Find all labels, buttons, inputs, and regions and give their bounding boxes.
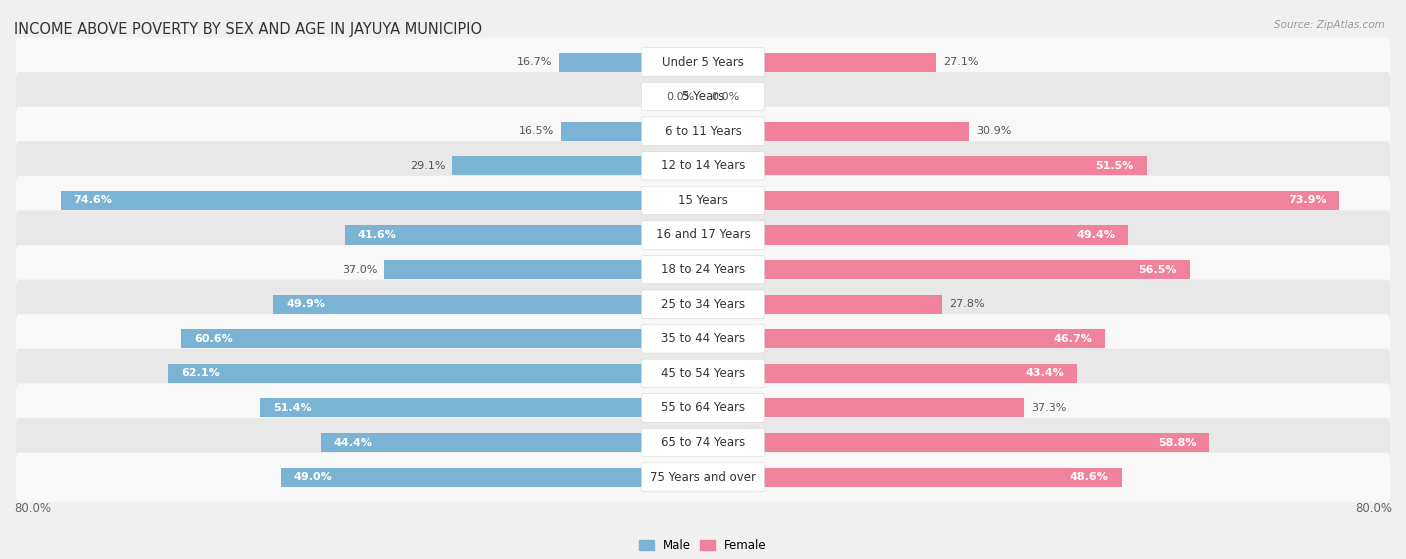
Bar bbox=[181, 329, 703, 348]
Text: 55 to 64 Years: 55 to 64 Years bbox=[661, 401, 745, 414]
Bar bbox=[703, 364, 1077, 383]
FancyBboxPatch shape bbox=[15, 453, 1391, 502]
Bar bbox=[703, 157, 1146, 176]
FancyBboxPatch shape bbox=[15, 107, 1391, 156]
Text: 41.6%: 41.6% bbox=[357, 230, 396, 240]
FancyBboxPatch shape bbox=[641, 48, 765, 76]
FancyBboxPatch shape bbox=[641, 151, 765, 180]
Bar bbox=[703, 122, 969, 141]
Text: 43.4%: 43.4% bbox=[1025, 368, 1064, 378]
Text: 5 Years: 5 Years bbox=[682, 90, 724, 103]
Text: 74.6%: 74.6% bbox=[73, 196, 112, 205]
Bar bbox=[703, 295, 942, 314]
Text: 48.6%: 48.6% bbox=[1070, 472, 1108, 482]
FancyBboxPatch shape bbox=[15, 37, 1391, 87]
Text: 45 to 54 Years: 45 to 54 Years bbox=[661, 367, 745, 380]
FancyBboxPatch shape bbox=[641, 325, 765, 353]
Text: 51.5%: 51.5% bbox=[1095, 161, 1133, 171]
FancyBboxPatch shape bbox=[641, 117, 765, 145]
FancyBboxPatch shape bbox=[641, 463, 765, 491]
Bar bbox=[703, 260, 1189, 279]
Text: 16.5%: 16.5% bbox=[519, 126, 554, 136]
FancyBboxPatch shape bbox=[641, 290, 765, 319]
Text: 60.6%: 60.6% bbox=[194, 334, 233, 344]
Bar bbox=[321, 433, 703, 452]
Text: 27.8%: 27.8% bbox=[949, 299, 986, 309]
FancyBboxPatch shape bbox=[641, 221, 765, 249]
FancyBboxPatch shape bbox=[15, 418, 1391, 467]
Text: INCOME ABOVE POVERTY BY SEX AND AGE IN JAYUYA MUNICIPIO: INCOME ABOVE POVERTY BY SEX AND AGE IN J… bbox=[14, 22, 482, 36]
Bar bbox=[281, 468, 703, 487]
Bar bbox=[703, 468, 1122, 487]
Text: 16.7%: 16.7% bbox=[517, 57, 553, 67]
Text: 15 Years: 15 Years bbox=[678, 194, 728, 207]
Bar bbox=[453, 157, 703, 176]
FancyBboxPatch shape bbox=[15, 210, 1391, 259]
Bar bbox=[703, 399, 1024, 418]
Text: 30.9%: 30.9% bbox=[976, 126, 1011, 136]
Text: 37.0%: 37.0% bbox=[342, 264, 377, 274]
Bar bbox=[703, 53, 936, 72]
FancyBboxPatch shape bbox=[15, 176, 1391, 225]
Text: Under 5 Years: Under 5 Years bbox=[662, 55, 744, 69]
Text: 49.4%: 49.4% bbox=[1077, 230, 1115, 240]
Text: 46.7%: 46.7% bbox=[1053, 334, 1092, 344]
Text: 62.1%: 62.1% bbox=[181, 368, 219, 378]
FancyBboxPatch shape bbox=[15, 383, 1391, 433]
FancyBboxPatch shape bbox=[641, 394, 765, 422]
Text: 80.0%: 80.0% bbox=[14, 502, 51, 515]
Text: 35 to 44 Years: 35 to 44 Years bbox=[661, 332, 745, 345]
Text: 29.1%: 29.1% bbox=[411, 161, 446, 171]
Text: Source: ZipAtlas.com: Source: ZipAtlas.com bbox=[1274, 20, 1385, 30]
FancyBboxPatch shape bbox=[641, 186, 765, 215]
Bar bbox=[169, 364, 703, 383]
FancyBboxPatch shape bbox=[15, 72, 1391, 121]
Text: 44.4%: 44.4% bbox=[333, 438, 373, 448]
Bar bbox=[703, 329, 1105, 348]
Bar bbox=[560, 53, 703, 72]
Text: 25 to 34 Years: 25 to 34 Years bbox=[661, 298, 745, 311]
Text: 73.9%: 73.9% bbox=[1288, 196, 1326, 205]
FancyBboxPatch shape bbox=[15, 349, 1391, 398]
Bar bbox=[703, 191, 1340, 210]
FancyBboxPatch shape bbox=[15, 245, 1391, 294]
Legend: Male, Female: Male, Female bbox=[634, 534, 772, 557]
Text: 56.5%: 56.5% bbox=[1137, 264, 1177, 274]
Text: 49.0%: 49.0% bbox=[294, 472, 333, 482]
Text: 65 to 74 Years: 65 to 74 Years bbox=[661, 436, 745, 449]
Text: 6 to 11 Years: 6 to 11 Years bbox=[665, 125, 741, 138]
Bar bbox=[260, 399, 703, 418]
Text: 37.3%: 37.3% bbox=[1031, 403, 1067, 413]
FancyBboxPatch shape bbox=[641, 82, 765, 111]
Text: 18 to 24 Years: 18 to 24 Years bbox=[661, 263, 745, 276]
FancyBboxPatch shape bbox=[15, 314, 1391, 363]
Bar bbox=[60, 191, 703, 210]
Text: 80.0%: 80.0% bbox=[1355, 502, 1392, 515]
Bar bbox=[384, 260, 703, 279]
Text: 75 Years and over: 75 Years and over bbox=[650, 471, 756, 484]
FancyBboxPatch shape bbox=[15, 141, 1391, 191]
Bar bbox=[273, 295, 703, 314]
FancyBboxPatch shape bbox=[641, 359, 765, 387]
Bar bbox=[344, 225, 703, 244]
FancyBboxPatch shape bbox=[641, 255, 765, 284]
Bar bbox=[561, 122, 703, 141]
Text: 27.1%: 27.1% bbox=[943, 57, 979, 67]
Text: 0.0%: 0.0% bbox=[666, 92, 695, 102]
Text: 12 to 14 Years: 12 to 14 Years bbox=[661, 159, 745, 172]
Text: 0.0%: 0.0% bbox=[711, 92, 740, 102]
FancyBboxPatch shape bbox=[641, 428, 765, 457]
Bar bbox=[703, 433, 1209, 452]
Text: 49.9%: 49.9% bbox=[287, 299, 325, 309]
Text: 58.8%: 58.8% bbox=[1159, 438, 1197, 448]
Bar bbox=[703, 225, 1129, 244]
FancyBboxPatch shape bbox=[15, 280, 1391, 329]
Text: 16 and 17 Years: 16 and 17 Years bbox=[655, 229, 751, 241]
Text: 51.4%: 51.4% bbox=[273, 403, 312, 413]
